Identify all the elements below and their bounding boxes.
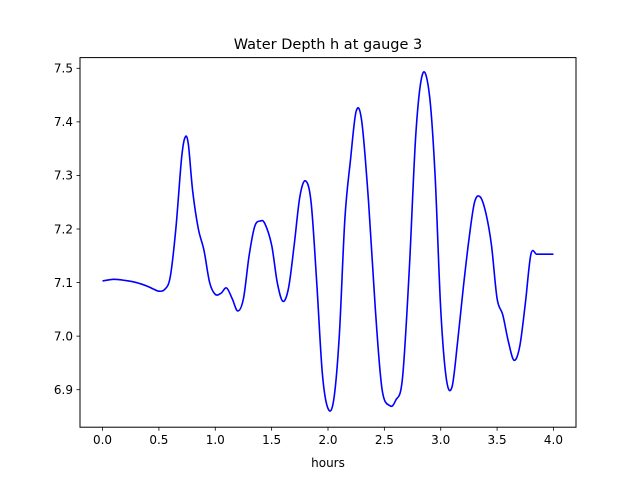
x-tick-label: 4.0 (544, 433, 563, 447)
x-tick-label: 1.0 (206, 433, 225, 447)
x-tick-label: 2.5 (375, 433, 394, 447)
x-tick-label: 0.0 (93, 433, 112, 447)
x-tick-label: 2.0 (318, 433, 337, 447)
x-tick-label: 0.5 (149, 433, 168, 447)
y-tick-label: 7.4 (54, 115, 73, 129)
plot-area (102, 71, 554, 412)
chart-title: Water Depth h at gauge 3 (234, 37, 422, 53)
x-tick-label: 3.5 (488, 433, 507, 447)
y-axis: 6.9 7.0 7.1 7.2 7.3 7.4 7.5 (54, 62, 80, 397)
y-tick-label: 7.1 (54, 276, 73, 290)
x-tick-label: 1.5 (262, 433, 281, 447)
y-tick-label: 7.0 (54, 329, 73, 343)
x-tick-label: 3.0 (431, 433, 450, 447)
series-line (102, 71, 554, 412)
x-axis: 0.0 0.5 1.0 1.5 2.0 2.5 3.0 3.5 4.0 (93, 427, 563, 447)
x-axis-label: hours (311, 456, 345, 470)
y-tick-label: 7.5 (54, 62, 73, 76)
y-tick-label: 6.9 (54, 383, 73, 397)
y-tick-label: 7.3 (54, 169, 73, 183)
y-tick-label: 7.2 (54, 222, 73, 236)
